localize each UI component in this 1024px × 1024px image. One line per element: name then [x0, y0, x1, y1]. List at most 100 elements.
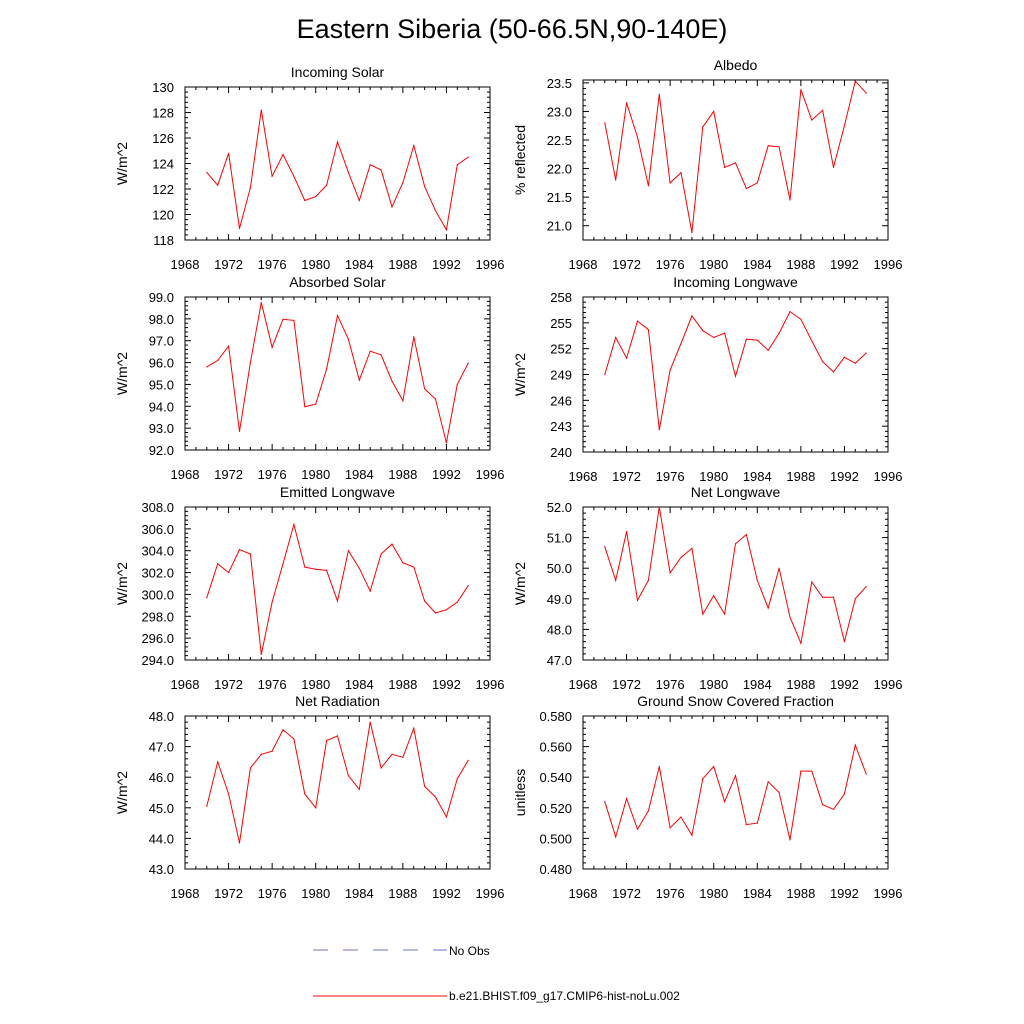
data-point — [358, 567, 360, 569]
data-point — [336, 314, 339, 317]
data-point — [800, 89, 802, 91]
data-point — [713, 595, 715, 597]
x-tick-label: 1988 — [388, 886, 417, 901]
x-tick-label: 1984 — [743, 677, 772, 692]
data-point — [402, 400, 404, 402]
data-point — [767, 607, 769, 609]
data-point — [326, 368, 328, 370]
x-tick-label: 1992 — [432, 677, 461, 692]
data-point — [282, 563, 284, 565]
data-point — [467, 759, 469, 761]
data-point — [636, 828, 639, 830]
data-point — [702, 329, 704, 332]
data-point — [304, 406, 306, 408]
x-tick-label: 1980 — [699, 677, 728, 692]
panel-title: Incoming Solar — [291, 64, 385, 80]
data-point — [832, 808, 835, 810]
x-tick-label: 1968 — [171, 257, 200, 272]
x-tick-label: 1996 — [874, 677, 903, 692]
x-tick-label: 1992 — [432, 886, 461, 901]
data-point — [238, 842, 241, 844]
data-point — [854, 598, 856, 600]
x-tick-label: 1984 — [345, 677, 374, 692]
data-point — [260, 301, 262, 304]
y-tick-label: 246 — [550, 393, 572, 408]
chart-panel-3: Absorbed Solar W/m^2 1968 1972 1976 1980 1984 1… — [114, 274, 504, 482]
x-tick-label: 1968 — [171, 677, 200, 692]
series-line-model — [604, 743, 867, 841]
data-point — [756, 339, 758, 341]
data-point — [691, 315, 693, 317]
data-point — [625, 102, 628, 104]
x-tick-label: 1988 — [786, 886, 815, 901]
x-tick-label: 1996 — [874, 469, 903, 484]
panel-title: Emitted Longwave — [280, 484, 395, 500]
data-point — [724, 166, 726, 169]
x-tick-label: 1972 — [214, 886, 243, 901]
x-tick-label: 1976 — [656, 886, 685, 901]
y-tick-label: 43.0 — [149, 862, 174, 877]
legend: No Obs b.e21.BHIST.f09_g17.CMIP6-hist-noL… — [313, 944, 680, 1003]
y-tick-label: 52.0 — [547, 500, 572, 515]
y-tick-label: 302.0 — [141, 566, 174, 581]
x-tick-label: 1980 — [301, 886, 330, 901]
data-point — [822, 596, 824, 598]
data-point — [402, 562, 404, 564]
x-tick-label: 1980 — [301, 467, 330, 482]
chart-panel-8: Ground Snow Covered Fraction unitless 1968… — [512, 693, 902, 901]
data-point — [713, 765, 715, 768]
y-tick-label: 308.0 — [141, 500, 174, 515]
data-point — [843, 356, 846, 358]
y-tick-label: 48.0 — [149, 709, 174, 724]
x-tick-label: 1992 — [830, 886, 859, 901]
y-tick-label: 51.0 — [547, 531, 572, 546]
data-point — [304, 793, 306, 795]
data-point — [271, 601, 273, 603]
data-point — [843, 641, 846, 643]
y-tick-label: 45.0 — [149, 801, 174, 816]
data-point — [843, 125, 846, 127]
chart-panel-7: Net Radiation W/m^2 1968 1972 1976 1980 1984 19… — [114, 693, 504, 901]
chart-panel-1: Incoming Solar W/m^2 1968 1972 1976 1980 1984 1… — [114, 64, 504, 272]
data-point — [778, 332, 780, 334]
data-point — [293, 523, 295, 526]
x-tick-label: 1988 — [786, 257, 815, 272]
data-point — [434, 796, 437, 798]
series-line-model — [604, 310, 867, 430]
data-point — [734, 775, 737, 777]
data-point — [789, 616, 791, 618]
data-point — [434, 612, 437, 614]
data-point — [238, 549, 241, 551]
y-tick-label: 98.0 — [149, 312, 174, 327]
data-point — [380, 354, 382, 356]
data-point — [217, 563, 219, 565]
y-tick-label: 22.5 — [547, 133, 572, 148]
y-tick-label: 294.0 — [141, 653, 174, 668]
x-tick-label: 1976 — [258, 677, 287, 692]
panel-title: Incoming Longwave — [673, 274, 798, 290]
data-point — [811, 581, 813, 583]
data-point — [282, 729, 284, 731]
data-point — [326, 569, 328, 571]
data-point — [315, 403, 317, 405]
x-tick-label: 1980 — [699, 469, 728, 484]
data-point — [293, 175, 295, 177]
data-point — [347, 775, 349, 777]
data-point — [647, 579, 649, 582]
data-point — [206, 366, 208, 368]
y-tick-label: 95.0 — [149, 377, 174, 392]
y-axis-label: W/m^2 — [114, 562, 130, 605]
x-tick-label: 1992 — [432, 467, 461, 482]
data-point — [865, 585, 867, 588]
y-tick-label: 46.0 — [149, 770, 174, 785]
data-point — [413, 727, 415, 729]
data-point — [680, 171, 682, 174]
data-point — [658, 429, 660, 431]
data-point — [271, 750, 273, 752]
data-point — [800, 642, 802, 644]
x-tick-label: 1992 — [830, 469, 859, 484]
data-point — [604, 373, 606, 376]
data-point — [691, 547, 693, 549]
data-point — [336, 141, 339, 143]
